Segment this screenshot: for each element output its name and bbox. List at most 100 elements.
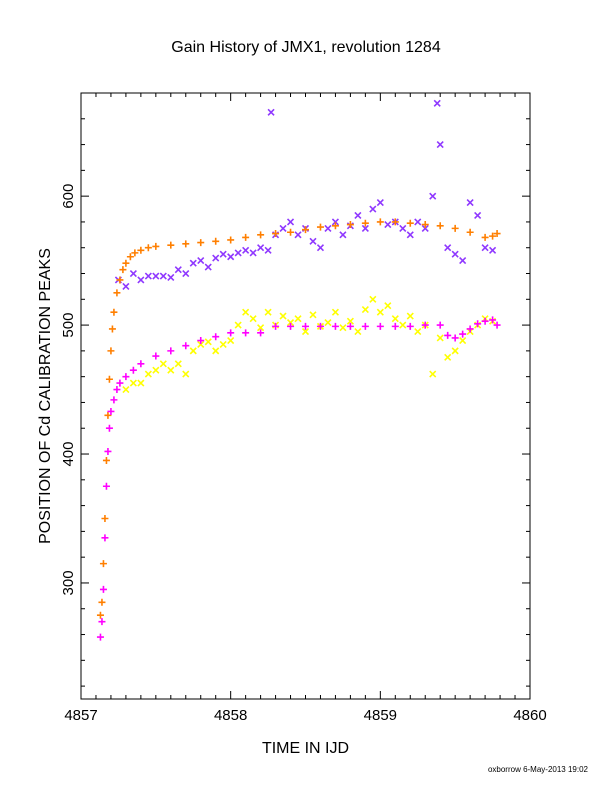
data-point: [414, 218, 422, 226]
data-point: [451, 334, 459, 342]
data-point: [167, 366, 175, 374]
data-point: [102, 482, 110, 490]
data-point: [493, 230, 501, 238]
data-point: [376, 308, 384, 316]
data-point: [152, 352, 160, 360]
data-point: [331, 322, 339, 330]
data-point: [242, 233, 250, 241]
data-point: [204, 263, 212, 271]
data-point: [152, 242, 160, 250]
data-point: [212, 254, 220, 262]
data-point: [227, 253, 235, 261]
data-point: [421, 221, 429, 229]
data-point: [174, 360, 182, 368]
data-point: [316, 244, 325, 252]
data-point: [212, 333, 220, 341]
data-point: [451, 347, 459, 355]
data-point: [466, 325, 474, 333]
ticks-layer: 4857 4858 4859 4860 300 400 500 600: [60, 93, 547, 724]
data-point: [302, 322, 309, 330]
data-point: [481, 233, 489, 241]
data-point: [279, 312, 287, 320]
data-point: [129, 366, 137, 374]
data-point: [493, 321, 501, 329]
data-point: [294, 231, 302, 239]
data-point: [287, 322, 295, 330]
data-point: [444, 353, 452, 361]
data-point: [257, 231, 265, 239]
data-point: [242, 308, 250, 316]
data-point: [197, 257, 205, 265]
data-point: [459, 330, 467, 338]
data-point: [99, 585, 107, 593]
data-point: [167, 347, 175, 355]
chart-title: Gain History of JMX1, revolution 1284: [171, 39, 441, 56]
data-point: [309, 311, 317, 319]
data-point: [110, 308, 118, 316]
data-point: [264, 246, 272, 254]
data-point: [391, 218, 399, 226]
data-point: [436, 141, 444, 149]
data-point: [444, 244, 452, 252]
data-point: [406, 322, 414, 330]
data-point: [384, 220, 392, 229]
data-point: [301, 327, 310, 336]
data-point: [122, 373, 130, 381]
data-point: [227, 236, 235, 244]
data-point: [107, 347, 115, 355]
data-point: [131, 249, 139, 257]
data-point: [110, 396, 118, 404]
data-point: [167, 273, 175, 281]
data-point: [257, 329, 265, 337]
data-point: [119, 266, 127, 274]
data-point: [436, 334, 444, 342]
x-tick-label: 4859: [364, 707, 397, 724]
data-point: [267, 108, 275, 116]
data-point: [451, 224, 459, 232]
data-point: [189, 347, 197, 355]
data-point: [212, 237, 220, 245]
data-point: [346, 322, 354, 330]
data-point: [309, 237, 317, 245]
data-point: [376, 199, 384, 207]
data-point: [466, 228, 474, 236]
data-point: [354, 327, 362, 336]
data-point: [436, 222, 444, 230]
data-point: [113, 289, 121, 297]
data-point: [234, 249, 242, 257]
data-point: [339, 324, 347, 332]
y-axis-label: POSITION OF Cd CALIBRATION PEAKS: [37, 248, 54, 544]
data-point: [249, 249, 257, 257]
data-point: [108, 325, 116, 333]
data-point: [219, 340, 227, 348]
data-point: [421, 224, 429, 232]
data-point: [376, 322, 384, 330]
y-tick-label: 500: [60, 313, 77, 338]
footer-credit: oxborrow 6-May-2013 19:02: [488, 765, 589, 774]
data-point: [113, 386, 121, 394]
x-tick-label: 4857: [64, 707, 97, 724]
data-point: [104, 447, 112, 455]
data-point: [346, 221, 354, 229]
data-point: [137, 246, 145, 254]
data-point: [316, 322, 324, 330]
data-point: [264, 308, 272, 316]
data-point: [287, 228, 295, 236]
data-point: [197, 337, 205, 345]
data-point: [212, 347, 220, 355]
data-point: [102, 456, 110, 464]
data-point: [369, 295, 377, 303]
data-point: [101, 514, 109, 522]
marks-layer: [96, 99, 501, 641]
data-point: [96, 611, 104, 619]
data-point: [144, 244, 152, 252]
data-point: [279, 224, 287, 232]
data-point: [474, 211, 482, 220]
data-point: [272, 322, 280, 330]
data-point: [197, 340, 205, 348]
data-point: [116, 276, 124, 284]
data-point: [174, 266, 182, 274]
data-point: [384, 302, 392, 310]
data-point: [129, 269, 137, 278]
